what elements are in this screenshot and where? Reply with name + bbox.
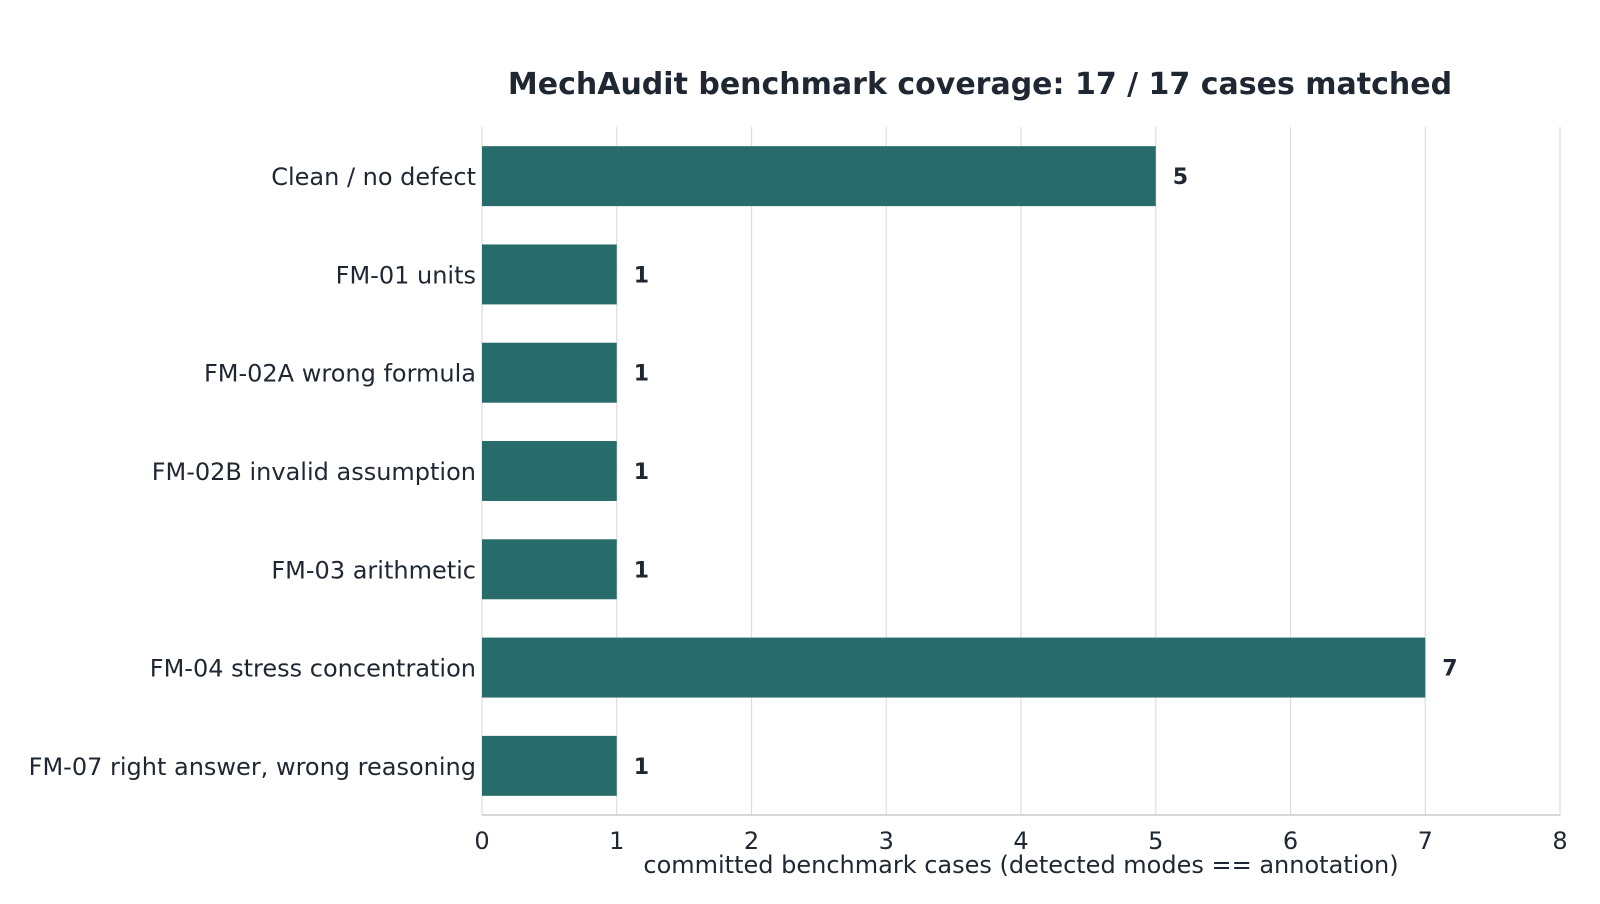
bar xyxy=(482,441,617,501)
x-tick-label: 2 xyxy=(744,827,759,855)
bar xyxy=(482,146,1156,207)
y-tick-label: Clean / no defect xyxy=(271,163,476,191)
x-tick-label: 6 xyxy=(1283,827,1298,855)
x-tick-label: 4 xyxy=(1013,827,1028,855)
bar xyxy=(482,342,617,403)
data-labels: 5 1 1 1 1 7 1 xyxy=(634,165,1458,780)
data-label: 1 xyxy=(634,362,649,387)
bar xyxy=(482,637,1426,698)
data-label: 1 xyxy=(634,460,649,485)
data-label: 1 xyxy=(634,755,649,780)
x-tick-label: 7 xyxy=(1418,827,1433,855)
y-tick-label: FM-03 arithmetic xyxy=(271,556,476,584)
y-tick-label: FM-01 units xyxy=(336,261,476,289)
bar xyxy=(482,539,617,600)
y-tick-label: FM-07 right answer, wrong reasoning xyxy=(29,753,476,781)
x-tick-label: 1 xyxy=(609,827,624,855)
bars xyxy=(482,146,1426,796)
x-tick-label: 0 xyxy=(474,827,489,855)
data-label: 7 xyxy=(1442,657,1457,682)
bar xyxy=(482,735,617,796)
x-tick-label: 8 xyxy=(1552,827,1567,855)
x-tick-label: 3 xyxy=(879,827,894,855)
data-label: 1 xyxy=(634,558,649,583)
bar xyxy=(482,244,617,305)
x-axis-label: committed benchmark cases (detected mode… xyxy=(643,851,1398,879)
y-tick-label: FM-02B invalid assumption xyxy=(152,458,476,486)
grid-lines xyxy=(481,127,1561,815)
x-tick-labels: 0 1 2 3 4 5 6 7 8 xyxy=(474,827,1567,855)
data-label: 5 xyxy=(1173,165,1188,190)
x-tick-label: 5 xyxy=(1148,827,1163,855)
data-label: 1 xyxy=(634,263,649,288)
y-tick-label: FM-04 stress concentration xyxy=(150,655,476,683)
y-tick-label: FM-02A wrong formula xyxy=(204,360,476,388)
y-tick-labels: Clean / no defect FM-01 units FM-02A wrong… xyxy=(29,163,476,781)
chart-title: MechAudit benchmark coverage: 17 / 17 ca… xyxy=(508,67,1452,102)
